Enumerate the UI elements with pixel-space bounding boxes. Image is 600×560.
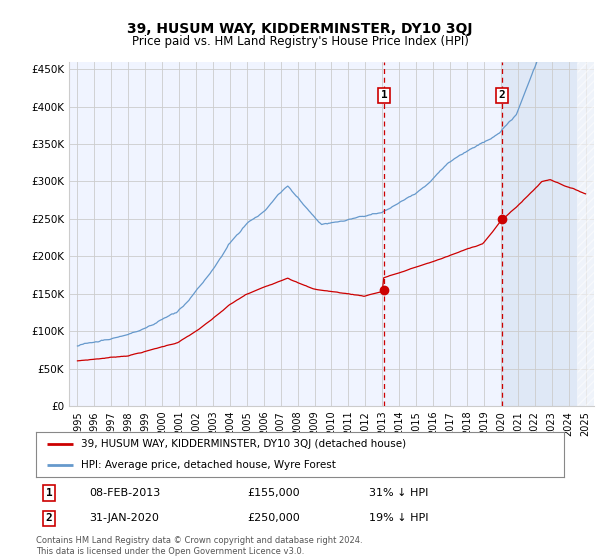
Text: 08-FEB-2013: 08-FEB-2013 [89, 488, 160, 498]
Text: 2: 2 [46, 514, 53, 523]
Text: Price paid vs. HM Land Registry's House Price Index (HPI): Price paid vs. HM Land Registry's House … [131, 35, 469, 48]
Text: £250,000: £250,000 [247, 514, 300, 523]
Text: 1: 1 [46, 488, 53, 498]
Text: 1: 1 [380, 90, 388, 100]
Text: 2: 2 [499, 90, 506, 100]
Text: 39, HUSUM WAY, KIDDERMINSTER, DY10 3QJ (detached house): 39, HUSUM WAY, KIDDERMINSTER, DY10 3QJ (… [81, 440, 406, 450]
Bar [502, 62, 594, 406]
Text: HPI: Average price, detached house, Wyre Forest: HPI: Average price, detached house, Wyre… [81, 460, 336, 470]
Text: 19% ↓ HPI: 19% ↓ HPI [368, 514, 428, 523]
Text: 39, HUSUM WAY, KIDDERMINSTER, DY10 3QJ: 39, HUSUM WAY, KIDDERMINSTER, DY10 3QJ [127, 22, 473, 36]
Text: 31-JAN-2020: 31-JAN-2020 [89, 514, 158, 523]
Text: 31% ↓ HPI: 31% ↓ HPI [368, 488, 428, 498]
Text: £155,000: £155,000 [247, 488, 300, 498]
Text: Contains HM Land Registry data © Crown copyright and database right 2024.
This d: Contains HM Land Registry data © Crown c… [36, 536, 362, 556]
Bar [577, 62, 594, 406]
